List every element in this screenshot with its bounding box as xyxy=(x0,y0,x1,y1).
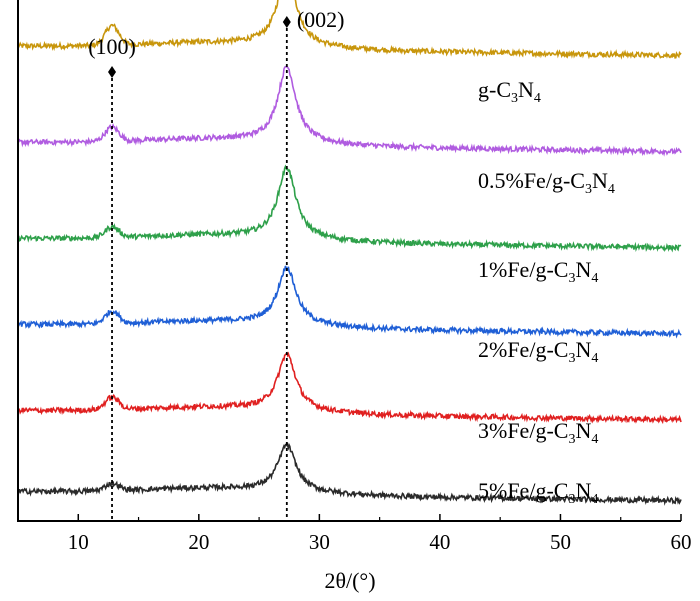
x-tick-label-0: 10 xyxy=(68,530,89,554)
x-tick-labels: 10 20 30 40 50 60 xyxy=(68,530,692,554)
series-labels: g-C3N4 0.5%Fe/g-C3N4 1%Fe/g-C3N4 2%Fe/g-C3N… xyxy=(478,77,615,507)
series-trace-2 xyxy=(17,164,682,253)
reference-lines: (100) (002) xyxy=(88,7,344,521)
x-tick-label-4: 50 xyxy=(550,530,571,554)
series-label-3: 2%Fe/g-C3N4 xyxy=(478,337,598,366)
peak-label-0: (100) xyxy=(88,34,136,59)
series-layer xyxy=(17,0,682,506)
series-trace-1 xyxy=(17,65,682,157)
x-axis-title: 2θ/(°) xyxy=(324,568,375,593)
series-label-4: 3%Fe/g-C3N4 xyxy=(478,418,598,447)
x-tick-label-5: 60 xyxy=(671,530,692,554)
series-label-5: 5%Fe/g-C3N4 xyxy=(478,478,598,507)
series-label-1: 0.5%Fe/g-C3N4 xyxy=(478,168,615,197)
series-label-2: 1%Fe/g-C3N4 xyxy=(478,257,598,286)
x-axis xyxy=(17,0,682,522)
series-trace-5 xyxy=(17,442,682,506)
peak-label-1: (002) xyxy=(297,7,345,32)
x-tick-label-2: 30 xyxy=(309,530,330,554)
peak-marker-1 xyxy=(282,16,291,28)
series-trace-0 xyxy=(17,0,682,60)
x-tick-label-3: 40 xyxy=(429,530,450,554)
x-tick-label-1: 20 xyxy=(188,530,209,554)
series-trace-3 xyxy=(17,265,682,339)
series-trace-4 xyxy=(17,351,682,425)
series-label-0: g-C3N4 xyxy=(478,77,541,106)
peak-marker-0 xyxy=(108,66,117,78)
